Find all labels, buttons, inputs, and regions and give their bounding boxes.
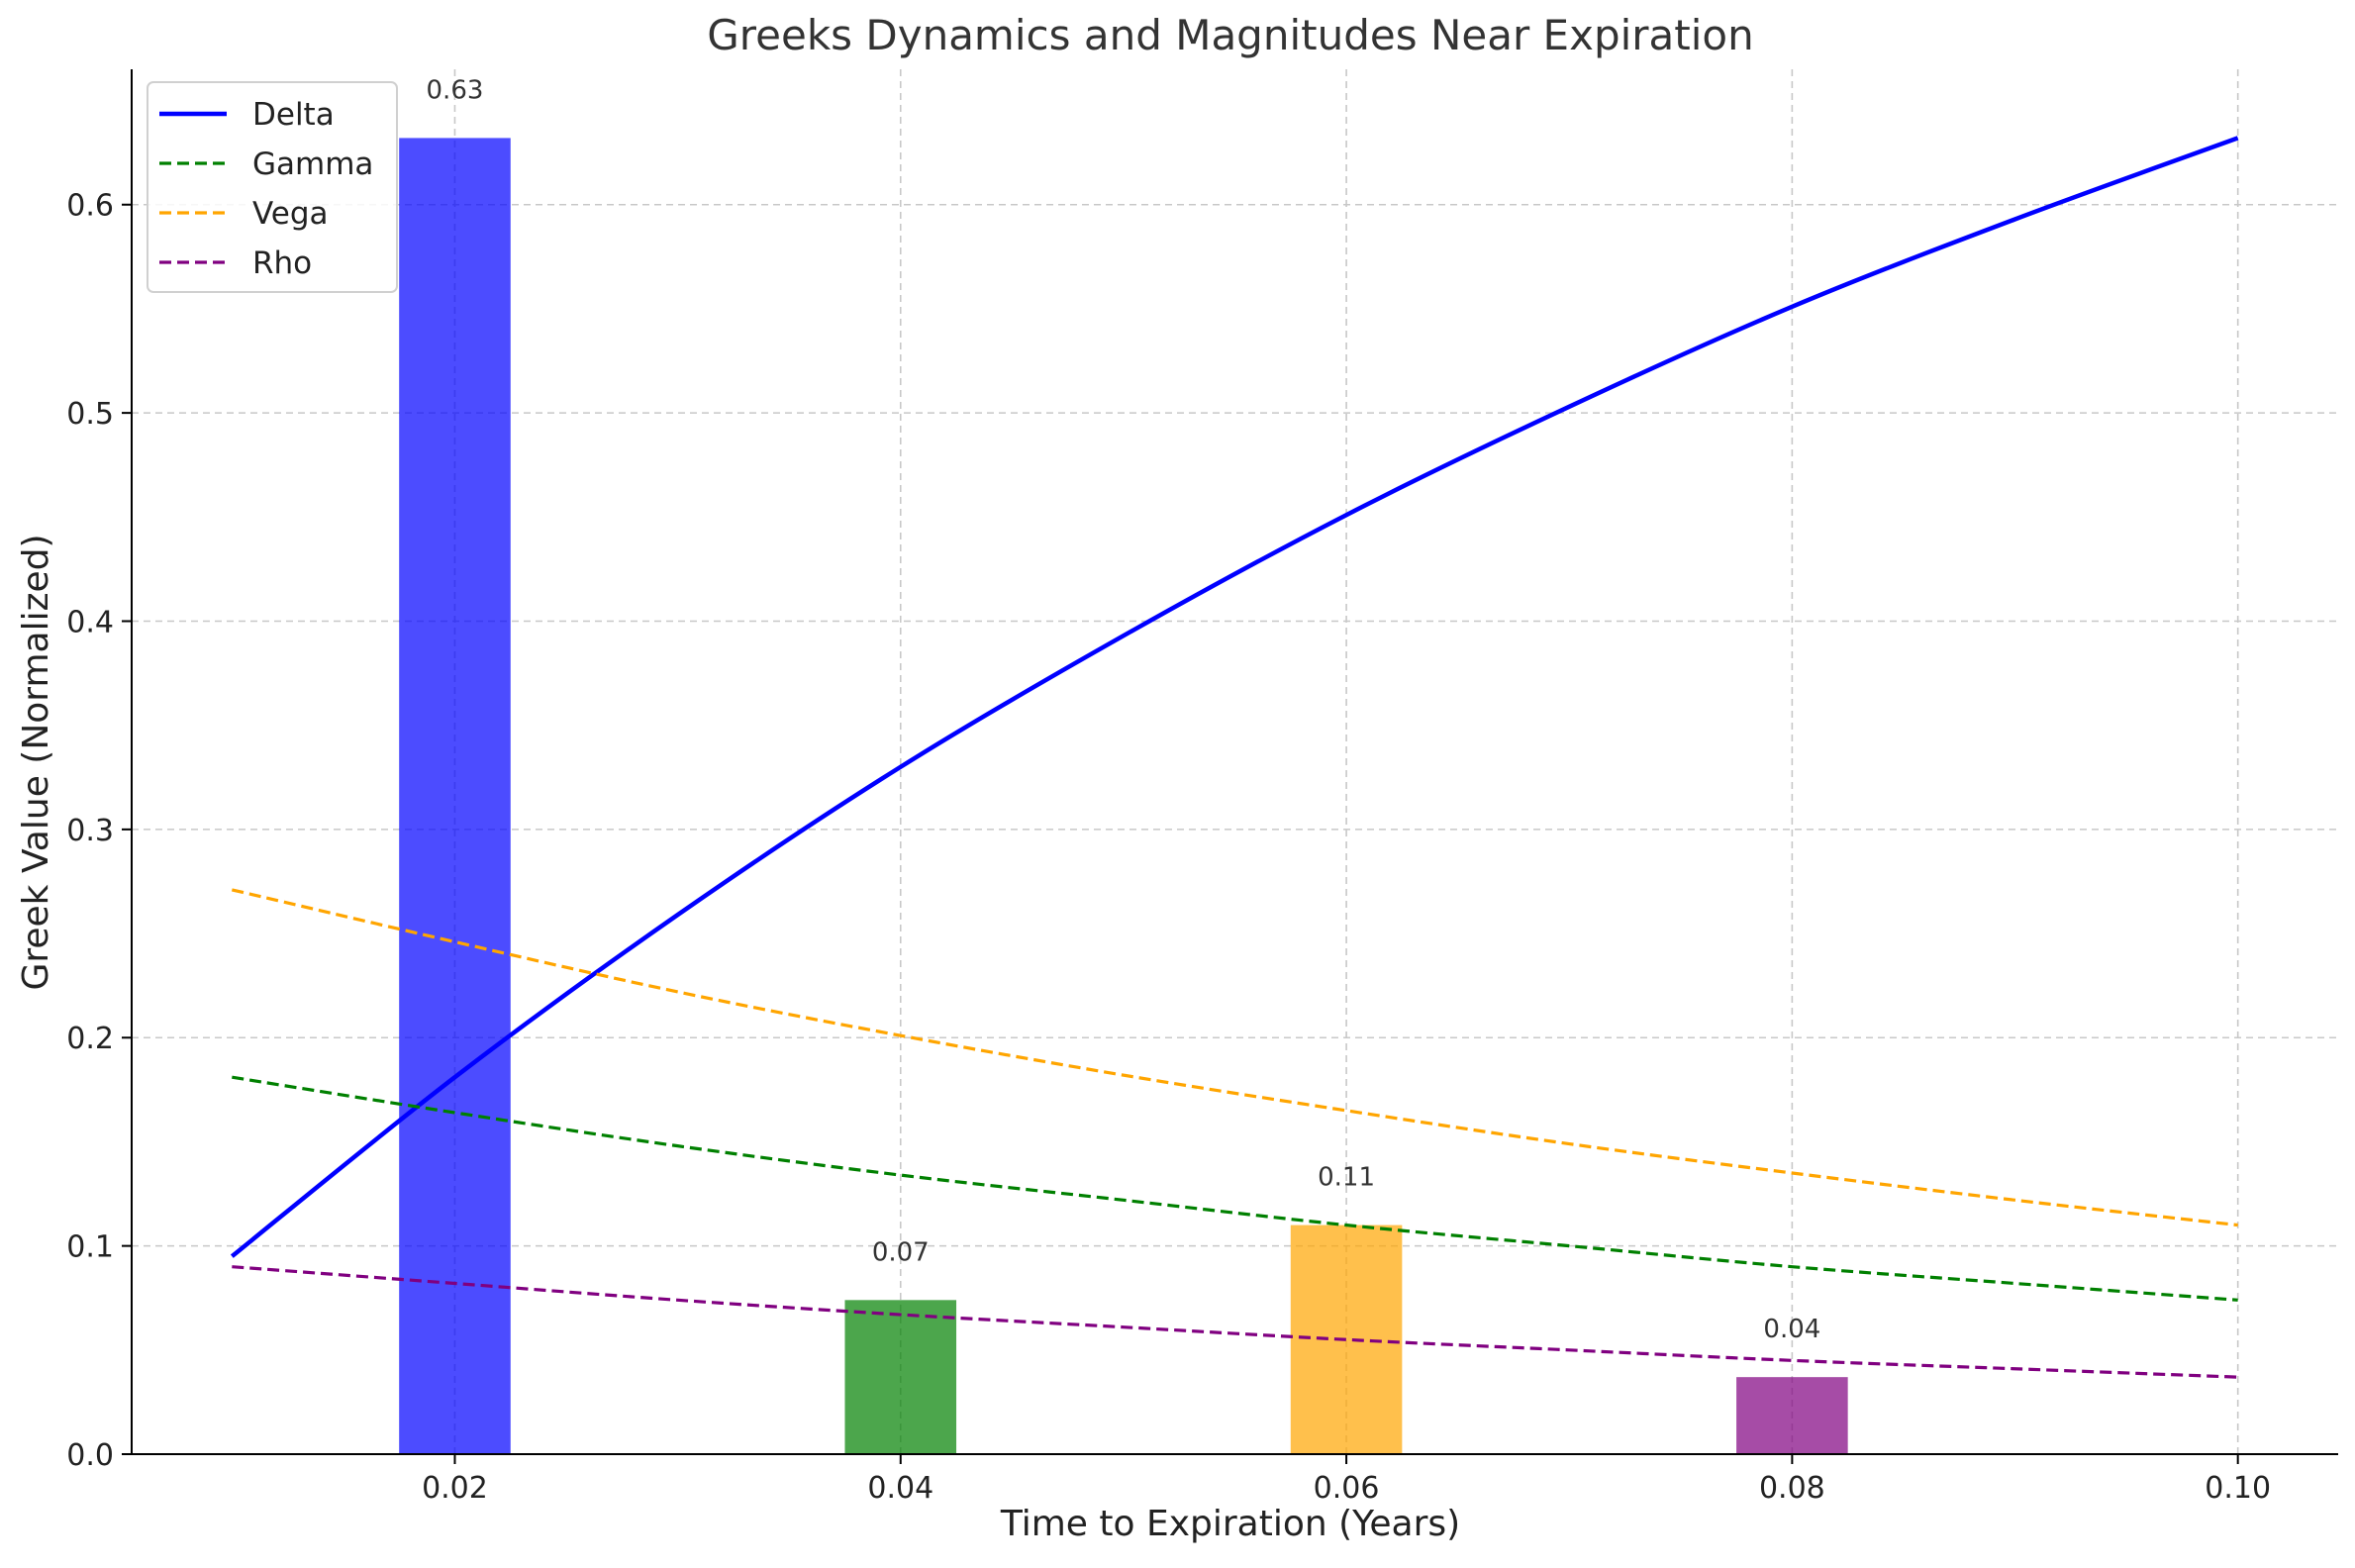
series-line-delta — [230, 136, 2239, 1258]
bars — [399, 138, 1848, 1454]
axes: 0.02 0.04 0.06 0.08 0.10 0.0 0.1 0.2 0.3 0.4 0.5 0.… — [66, 69, 2338, 1506]
legend-label-gamma: Gamma — [252, 147, 373, 182]
series-lines — [230, 136, 2239, 1379]
x-tick-label-2: 0.06 — [1314, 1471, 1380, 1506]
y-axis-label: Greek Value (Normalized) — [16, 534, 56, 990]
y-tick-label-2: 0.2 — [66, 1022, 114, 1056]
x-tick-label-4: 0.10 — [2205, 1471, 2271, 1506]
bar-3 — [1736, 1377, 1848, 1454]
y-tick-label-0: 0.0 — [66, 1438, 114, 1473]
bar-labels: 0.63 0.07 0.11 0.04 — [427, 75, 1821, 1344]
legend-box — [147, 81, 398, 293]
y-tick-label-5: 0.5 — [66, 397, 114, 432]
y-tick-label-4: 0.4 — [66, 605, 114, 639]
y-tick-label-1: 0.1 — [66, 1230, 114, 1265]
chart-title: Greeks Dynamics and Magnitudes Near Expi… — [707, 11, 1754, 59]
x-tick-label-1: 0.04 — [867, 1471, 933, 1506]
bar-2 — [1290, 1225, 1403, 1454]
bar-0 — [399, 138, 511, 1454]
bar-label-3: 0.04 — [1763, 1315, 1820, 1344]
y-tick-label-3: 0.3 — [66, 814, 114, 848]
x-tick-label-0: 0.02 — [422, 1471, 488, 1506]
legend-label-delta: Delta — [252, 97, 335, 133]
bar-label-2: 0.11 — [1318, 1163, 1375, 1193]
x-tick-label-3: 0.08 — [1759, 1471, 1825, 1506]
y-tick-label-6: 0.6 — [66, 189, 114, 224]
legend-label-rho: Rho — [252, 245, 312, 281]
series-line-vega — [231, 888, 2238, 1227]
bar-label-0: 0.63 — [427, 75, 484, 105]
series-line-gamma — [232, 1075, 2238, 1302]
x-axis-label: Time to Expiration (Years) — [1000, 1504, 1460, 1544]
bar-label-1: 0.07 — [872, 1237, 930, 1267]
legend: Delta Gamma Vega Rho — [147, 81, 398, 293]
bar-1 — [844, 1300, 957, 1454]
series-line-rho — [232, 1265, 2238, 1379]
legend-label-vega: Vega — [252, 196, 329, 232]
